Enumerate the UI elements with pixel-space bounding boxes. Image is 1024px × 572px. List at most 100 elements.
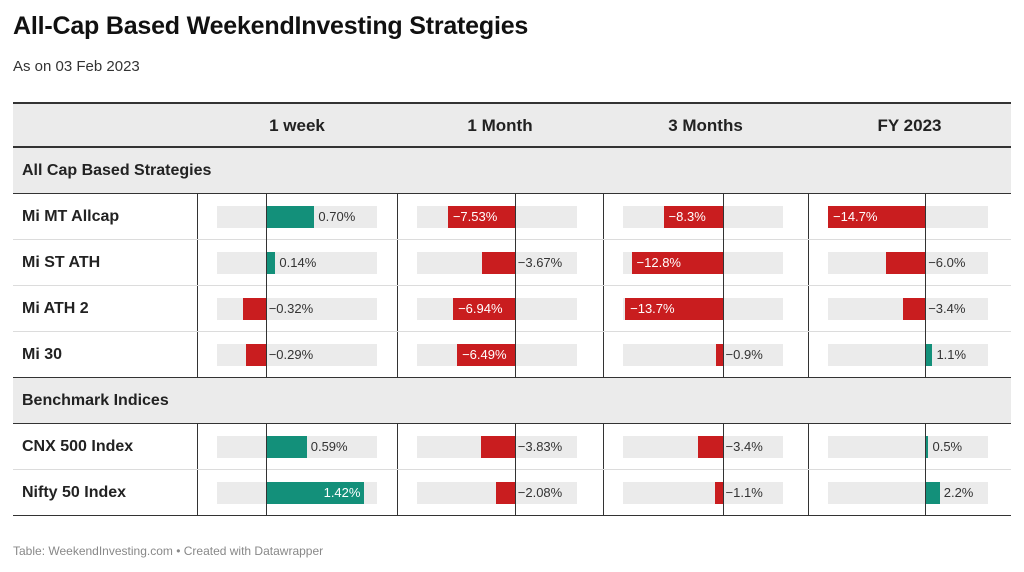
- zero-line: [265, 332, 267, 378]
- value-cell: −6.94%: [397, 286, 603, 332]
- footer-credit: Table: WeekendInvesting.com • Created wi…: [13, 544, 324, 558]
- value-label: −13.7%: [630, 301, 675, 316]
- page-subtitle: As on 03 Feb 2023: [13, 58, 140, 75]
- value-cell: −13.7%: [603, 286, 808, 332]
- column-divider: [397, 332, 398, 377]
- bar-track: [828, 436, 988, 458]
- zero-line: [514, 332, 516, 378]
- zero-line: [925, 240, 927, 286]
- value-cell: 1.42%: [197, 470, 397, 516]
- row-label: CNX 500 Index: [22, 438, 134, 455]
- page-title: All-Cap Based WeekendInvesting Strategie…: [13, 12, 529, 40]
- value-label: 2.2%: [943, 485, 974, 500]
- value-label: −0.29%: [268, 347, 314, 362]
- section-label: All Cap Based Strategies: [22, 162, 212, 179]
- zero-line: [265, 286, 267, 332]
- value-cell: −6.0%: [808, 240, 1011, 286]
- table-row: Mi ATH 2 −0.32% −6.94% −13.7% −3.4%: [13, 286, 1011, 332]
- value-bar: [885, 252, 926, 274]
- value-cell: −6.49%: [397, 332, 603, 378]
- column-divider: [808, 194, 809, 239]
- table-row: Mi 30 −0.29% −6.49% −0.9% 1.1%: [13, 332, 1011, 378]
- row-label: Nifty 50 Index: [22, 484, 127, 501]
- value-label: −7.53%: [452, 209, 498, 224]
- value-bar: [482, 252, 515, 274]
- value-cell: 1.1%: [808, 332, 1011, 378]
- value-cell: 0.5%: [808, 424, 1011, 470]
- value-cell: −0.9%: [603, 332, 808, 378]
- column-divider: [603, 424, 604, 469]
- value-label: −3.4%: [725, 439, 763, 454]
- column-divider: [397, 240, 398, 285]
- value-bar: [925, 482, 940, 504]
- zero-line: [265, 424, 267, 470]
- value-label: 0.70%: [318, 209, 356, 224]
- value-label: −1.1%: [725, 485, 763, 500]
- value-bar: [447, 206, 515, 228]
- section-header: Benchmark Indices: [13, 378, 1011, 424]
- column-divider: [397, 286, 398, 331]
- column-header-3-months: 3 Months: [668, 116, 743, 135]
- value-bar: [265, 206, 315, 228]
- zero-line: [722, 470, 724, 516]
- value-bar: [716, 344, 723, 366]
- value-label: 1.1%: [936, 347, 967, 362]
- value-bar: [902, 298, 926, 320]
- zero-line: [265, 194, 267, 240]
- value-bar: [625, 298, 723, 320]
- column-header-fy-2023: FY 2023: [877, 116, 942, 135]
- column-divider: [197, 240, 198, 285]
- value-cell: 0.14%: [197, 240, 397, 286]
- column-divider: [197, 194, 198, 239]
- value-cell: −8.3%: [603, 194, 808, 240]
- value-label: 0.59%: [310, 439, 348, 454]
- value-cell: −0.29%: [197, 332, 397, 378]
- value-bar: [453, 298, 515, 320]
- zero-line: [514, 286, 516, 332]
- zero-line: [722, 286, 724, 332]
- column-header-1-month: 1 Month: [467, 116, 533, 135]
- zero-line: [925, 424, 927, 470]
- column-divider: [397, 424, 398, 469]
- value-bar: [243, 298, 266, 320]
- column-divider: [808, 240, 809, 285]
- zero-line: [925, 332, 927, 378]
- value-cell: −1.1%: [603, 470, 808, 516]
- zero-line: [514, 194, 516, 240]
- column-header-1-week: 1 week: [269, 116, 325, 135]
- value-cell: −0.32%: [197, 286, 397, 332]
- table-header: 1 week 1 Month 3 Months FY 2023: [13, 104, 1011, 148]
- zero-line: [722, 240, 724, 286]
- column-divider: [397, 470, 398, 515]
- column-divider: [808, 424, 809, 469]
- zero-line: [265, 470, 267, 516]
- value-bar: [631, 252, 723, 274]
- column-divider: [808, 286, 809, 331]
- value-label: −2.08%: [517, 485, 563, 500]
- zero-line: [722, 194, 724, 240]
- zero-line: [514, 240, 516, 286]
- column-divider: [603, 332, 604, 377]
- table-row: CNX 500 Index 0.59% −3.83% −3.4% 0.5%: [13, 424, 1011, 470]
- column-divider: [397, 194, 398, 239]
- table-body: All Cap Based Strategies Mi MT Allcap 0.70…: [13, 148, 1011, 516]
- value-label: 0.14%: [279, 255, 317, 270]
- zero-line: [722, 424, 724, 470]
- value-cell: −14.7%: [808, 194, 1011, 240]
- value-label: −3.4%: [928, 301, 966, 316]
- column-divider: [603, 470, 604, 515]
- bar-track: [623, 344, 783, 366]
- value-bar: [698, 436, 723, 458]
- value-label: 1.42%: [323, 485, 361, 500]
- section-header: All Cap Based Strategies: [13, 148, 1011, 194]
- zero-line: [265, 240, 267, 286]
- row-label: Mi 30: [22, 346, 63, 363]
- table-row: Nifty 50 Index 1.42% −2.08% −1.1% 2.2%: [13, 470, 1011, 516]
- returns-table: 1 week 1 Month 3 Months FY 2023 All Cap …: [13, 102, 1011, 516]
- value-cell: 0.70%: [197, 194, 397, 240]
- value-bar: [663, 206, 723, 228]
- value-cell: −2.08%: [397, 470, 603, 516]
- value-cell: −3.67%: [397, 240, 603, 286]
- value-cell: 2.2%: [808, 470, 1011, 516]
- zero-line: [514, 470, 516, 516]
